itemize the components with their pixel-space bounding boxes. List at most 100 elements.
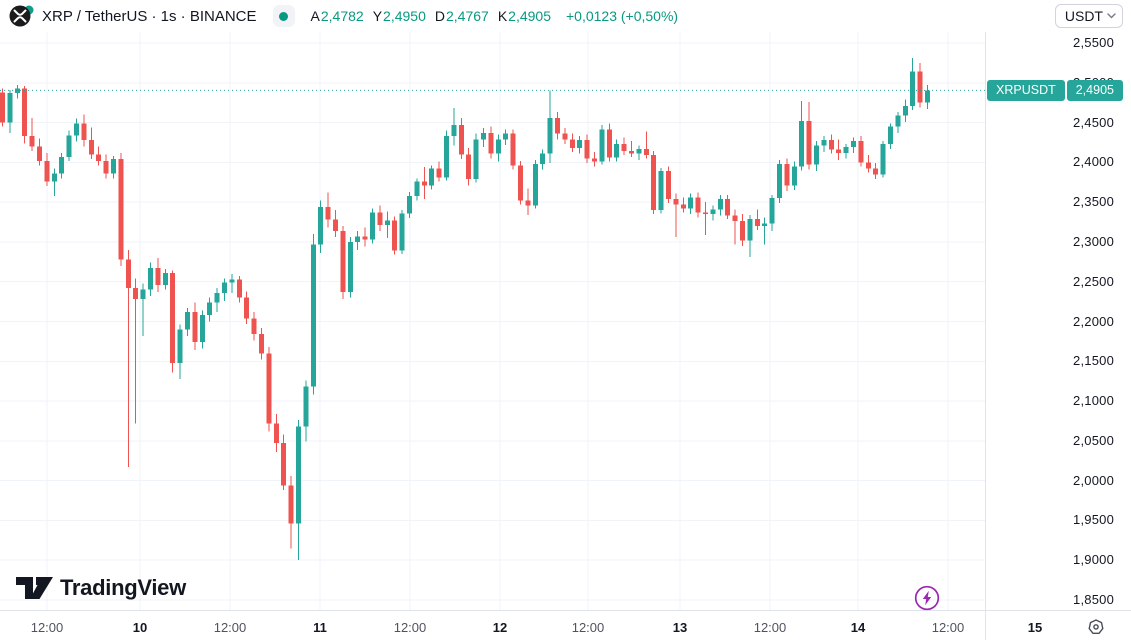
candle-body — [118, 159, 124, 260]
bolt-circle — [914, 585, 940, 611]
candle-body — [333, 219, 338, 231]
price-axis-label: 1,9000 — [1073, 552, 1114, 568]
candle-body — [185, 311, 190, 330]
candle-body — [562, 133, 568, 140]
candle-body — [207, 302, 213, 316]
candle-body — [162, 272, 168, 285]
candle-body — [355, 236, 361, 242]
candle-body — [614, 144, 620, 158]
tradingview-logo[interactable]: TradingView — [16, 575, 186, 601]
price-axis-label: 2,4000 — [1073, 154, 1114, 170]
candle-body — [658, 171, 664, 211]
candle-body — [784, 163, 790, 186]
candle-body — [547, 117, 553, 154]
candle-body — [347, 241, 353, 293]
candle-body — [540, 153, 546, 164]
price-axis-label: 2,3500 — [1073, 194, 1114, 210]
time-axis-day-label: 15 — [1027, 620, 1043, 635]
candle-body — [466, 154, 472, 180]
candle-body — [673, 198, 679, 205]
candle-body — [14, 88, 20, 94]
symbol-title[interactable]: XRP / TetherUS · 1s · BINANCE — [42, 7, 257, 25]
candle-body — [444, 136, 449, 178]
axis-settings-gear-icon[interactable] — [1087, 618, 1105, 636]
time-axis-label: 12:00 — [393, 620, 427, 635]
candle-body — [259, 334, 264, 354]
candle-body — [96, 154, 102, 161]
price-axis[interactable]: 2,55002,50002,45002,40002,35002,30002,25… — [986, 0, 1131, 610]
candle-body — [836, 149, 842, 153]
candle-body — [762, 223, 768, 227]
candle-body — [577, 140, 583, 149]
candle-body — [902, 105, 908, 116]
price-axis-label: 2,4500 — [1073, 114, 1114, 130]
chevron-down-icon — [1107, 13, 1116, 19]
candle-body — [510, 133, 516, 166]
high-value: 2,4950 — [383, 8, 426, 24]
candle-body — [666, 171, 671, 199]
instant-trading-button[interactable] — [913, 584, 941, 612]
time-axis-label: 12:00 — [753, 620, 787, 635]
candle-body — [148, 268, 153, 290]
candle-body — [688, 197, 694, 209]
time-axis-day-label: 11 — [313, 620, 327, 635]
tradingview-logo-icon — [16, 577, 53, 599]
candle-body — [392, 220, 398, 251]
candle-body — [843, 147, 849, 153]
currency-dropdown-label: USDT — [1064, 8, 1103, 24]
candle-body — [37, 146, 42, 161]
candle-body — [125, 259, 131, 289]
candle-body — [111, 159, 116, 174]
candle-body — [740, 221, 745, 241]
candle-body — [303, 386, 309, 427]
currency-dropdown[interactable]: USDT — [1054, 4, 1123, 28]
time-axis[interactable]: 12:00 10 12:00 11 12:00 12 12:00 13 12:00 14 12:00… — [0, 611, 1043, 640]
candle-body — [399, 213, 405, 251]
current-price-badge[interactable]: XRPUSDT 2,4905 — [987, 79, 1123, 101]
candlestick-chart[interactable] — [0, 30, 985, 611]
price-axis-label: 2,1500 — [1073, 353, 1114, 369]
candle-body — [281, 443, 287, 486]
candle-body — [569, 139, 575, 149]
candle-body — [888, 126, 893, 145]
candle-body — [858, 140, 864, 163]
candle-body — [192, 311, 198, 343]
time-axis-border — [0, 610, 1131, 611]
candle-body — [155, 268, 161, 285]
candle-body — [88, 140, 94, 155]
candle-body — [873, 168, 879, 175]
candle-body — [754, 218, 760, 227]
badge-symbol: XRPUSDT — [987, 79, 1065, 101]
candle-body — [680, 204, 686, 209]
candle-body — [865, 162, 871, 169]
time-axis-day-label: 12 — [492, 620, 508, 635]
price-axis-label: 2,1000 — [1073, 393, 1114, 409]
badge-price: 2,4905 — [1066, 79, 1123, 101]
price-change: +0,0123 (+0,50%) — [565, 8, 679, 24]
candle-body — [273, 423, 279, 444]
candle-body — [555, 117, 560, 134]
candle-body — [74, 123, 79, 136]
candle-body — [29, 136, 35, 147]
candle-body — [806, 120, 812, 165]
candle-body — [22, 88, 28, 137]
candle-body — [244, 297, 250, 319]
candle-body — [0, 92, 5, 123]
candle-body — [584, 140, 590, 159]
candle-body — [895, 115, 901, 127]
candle-body — [59, 156, 65, 174]
candle-body — [51, 173, 57, 182]
candle-body — [236, 279, 242, 298]
candle-body — [473, 139, 479, 180]
market-open-dot-icon — [279, 11, 289, 21]
market-status-button[interactable] — [272, 5, 295, 27]
candle-body — [732, 215, 738, 222]
candle-body — [747, 218, 753, 241]
candle-body — [710, 209, 716, 215]
candle-body — [133, 288, 139, 300]
candle-body — [599, 129, 605, 162]
candle-body — [170, 272, 176, 363]
candle-body — [325, 206, 331, 220]
candle-body — [414, 181, 420, 196]
